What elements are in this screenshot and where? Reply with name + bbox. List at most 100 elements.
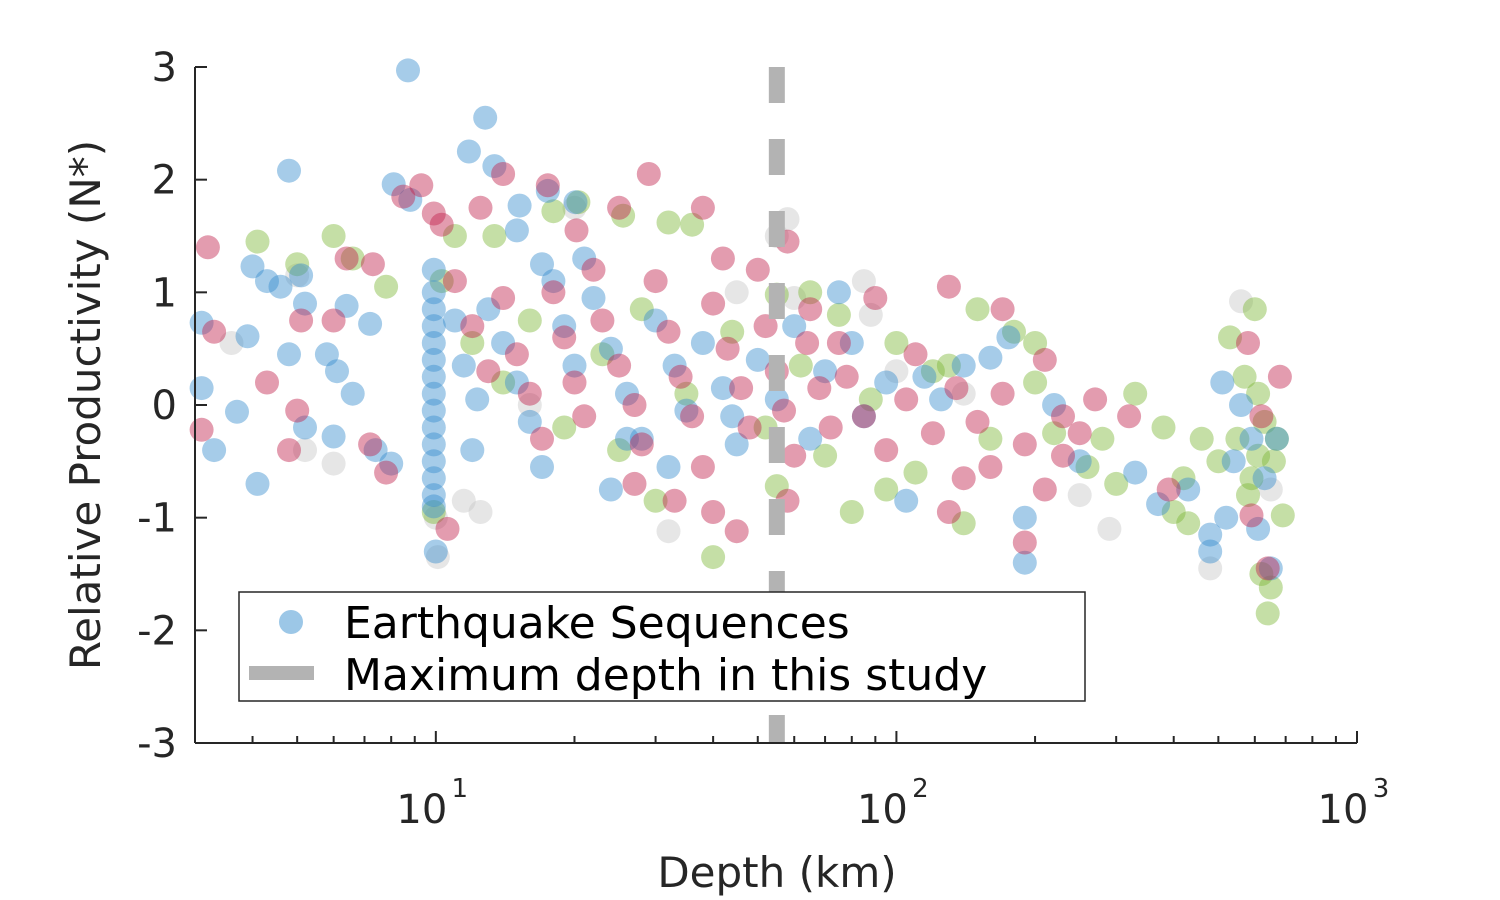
data-point (530, 426, 554, 451)
data-point (277, 342, 301, 367)
data-point (482, 224, 507, 248)
data-point (1023, 331, 1048, 355)
legend: Earthquake Sequences Maximum depth in th… (238, 591, 1086, 702)
data-point (1151, 415, 1176, 440)
data-point (745, 347, 770, 372)
data-point (1242, 297, 1267, 322)
data-point (530, 455, 554, 479)
data-point (562, 370, 587, 395)
data-point (491, 162, 516, 186)
data-point (615, 426, 639, 451)
data-points (189, 58, 1295, 626)
data-point (1023, 370, 1048, 395)
data-point (1117, 404, 1142, 429)
data-point (884, 331, 909, 355)
data-point (656, 319, 681, 344)
data-point (552, 325, 577, 350)
data-point (874, 477, 899, 502)
data-point (903, 460, 928, 485)
data-point (245, 471, 270, 496)
data-point (662, 488, 687, 513)
data-point (1252, 466, 1277, 491)
data-point (421, 432, 446, 457)
data-point (530, 252, 554, 277)
data-point (782, 286, 807, 310)
data-point (491, 286, 516, 310)
data-point (240, 254, 265, 279)
data-point (729, 376, 754, 401)
data-point (753, 314, 778, 339)
data-point (460, 331, 485, 355)
data-point (978, 455, 1003, 479)
data-point (460, 438, 485, 463)
data-point (340, 381, 365, 406)
data-point (421, 364, 446, 389)
data-point (680, 404, 705, 429)
data-point (656, 210, 681, 235)
data-point (607, 195, 632, 220)
data-point (798, 280, 823, 305)
data-point (826, 280, 851, 305)
data-point (1032, 347, 1057, 372)
data-point (629, 432, 654, 457)
data-point (636, 162, 661, 186)
data-point (1189, 426, 1214, 451)
data-point (611, 203, 636, 228)
data-point (936, 353, 961, 378)
data-point (421, 331, 446, 355)
data-point (894, 387, 919, 412)
data-point (421, 201, 446, 226)
data-point (1255, 556, 1280, 581)
data-point (674, 398, 699, 423)
data-point (1229, 393, 1253, 417)
data-point (566, 190, 591, 215)
data-point (504, 218, 529, 243)
data-point (442, 269, 467, 294)
data-point (798, 297, 823, 322)
data-point (255, 269, 279, 294)
data-point (690, 195, 715, 220)
y-tick-label: -1 (137, 496, 177, 542)
data-point (219, 331, 244, 355)
data-point (643, 308, 668, 333)
data-point (764, 387, 789, 412)
data-point (1176, 511, 1201, 536)
data-point (680, 212, 705, 237)
data-point (1161, 500, 1186, 524)
data-point (951, 353, 976, 378)
data-point (423, 505, 448, 530)
data-point (289, 308, 314, 333)
data-point (724, 519, 749, 544)
data-point (1214, 505, 1239, 530)
y-tick-label: 3 (152, 45, 177, 91)
data-point (863, 286, 888, 310)
data-point (535, 178, 560, 203)
data-point (451, 353, 476, 378)
data-point (598, 477, 623, 502)
data-point (423, 539, 448, 564)
data-point (622, 471, 647, 496)
y-tick-label: 0 (152, 383, 177, 429)
data-point (1258, 575, 1283, 600)
data-point (268, 274, 293, 299)
data-point (690, 331, 715, 355)
data-point (1218, 325, 1242, 350)
x-tick-label: 10 (857, 787, 908, 833)
data-point (1239, 503, 1264, 528)
data-point (491, 370, 516, 395)
data-point (656, 519, 681, 544)
data-point (1032, 477, 1057, 502)
data-point (1221, 449, 1246, 474)
data-point (715, 336, 740, 361)
data-point (1075, 455, 1100, 479)
data-point (701, 291, 726, 316)
data-point (1206, 449, 1231, 474)
data-point (1236, 483, 1260, 508)
data-point (442, 308, 467, 333)
data-point (643, 269, 668, 294)
data-point (996, 325, 1021, 350)
data-point (245, 229, 270, 254)
data-point (189, 417, 214, 442)
data-point (285, 398, 310, 423)
